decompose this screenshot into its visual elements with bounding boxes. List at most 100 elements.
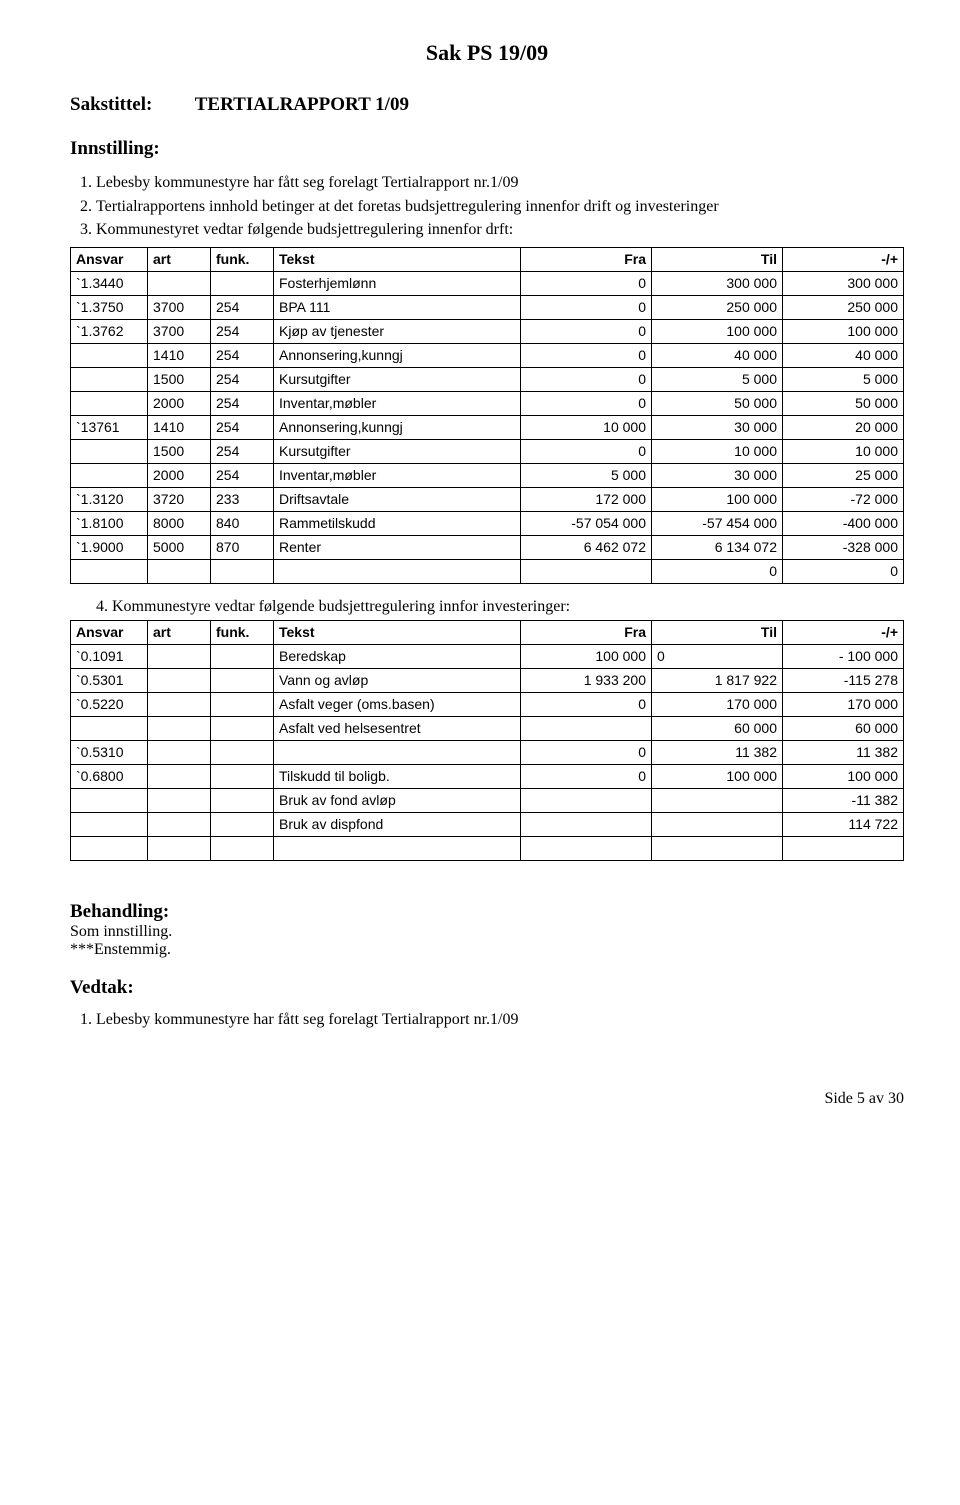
table-cell: 8000: [148, 511, 211, 535]
th-funk: funk.: [211, 620, 274, 644]
table-cell: [71, 559, 148, 583]
table-row: `1.90005000870Renter6 462 0726 134 072-3…: [71, 535, 904, 559]
table-header-row: Ansvar art funk. Tekst Fra Til -/+: [71, 247, 904, 271]
table-cell: [211, 668, 274, 692]
table-row: 2000254Inventar,møbler050 00050 000: [71, 391, 904, 415]
behandling-line: ***Enstemmig.: [70, 941, 904, 959]
th-fra: Fra: [521, 620, 652, 644]
table-row: `0.5220Asfalt veger (oms.basen)0170 0001…: [71, 692, 904, 716]
list-item: Kommunestyret vedtar følgende budsjettre…: [96, 219, 904, 241]
table-cell: 0: [521, 367, 652, 391]
table-cell: 1410: [148, 415, 211, 439]
behandling-line: Som innstilling.: [70, 923, 904, 941]
table-cell: 100 000: [783, 319, 904, 343]
table-cell: 250 000: [652, 295, 783, 319]
table-cell: [274, 740, 521, 764]
table-cell: [521, 559, 652, 583]
table-cell: [211, 644, 274, 668]
table-cell: 233: [211, 487, 274, 511]
sakstittel-value: TERTIALRAPPORT 1/09: [195, 94, 409, 115]
table-cell: 254: [211, 391, 274, 415]
table-cell: -11 382: [783, 788, 904, 812]
table-row: 2000254Inventar,møbler5 00030 00025 000: [71, 463, 904, 487]
table-cell: Inventar,møbler: [274, 463, 521, 487]
table-cell: 170 000: [783, 692, 904, 716]
table-cell: Annonsering,kunngj: [274, 343, 521, 367]
table-cell: [71, 343, 148, 367]
table-cell: Bruk av fond avløp: [274, 788, 521, 812]
table-cell: 25 000: [783, 463, 904, 487]
table-cell: Renter: [274, 535, 521, 559]
table-cell: 10 000: [783, 439, 904, 463]
table-cell: Asfalt ved helsesentret: [274, 716, 521, 740]
table-cell: [652, 812, 783, 836]
table-cell: 3720: [148, 487, 211, 511]
table-cell: -57 054 000: [521, 511, 652, 535]
table-row: `1.31203720233Driftsavtale172 000100 000…: [71, 487, 904, 511]
budget-table-2: Ansvar art funk. Tekst Fra Til -/+ `0.10…: [70, 620, 904, 861]
table-cell: 2000: [148, 391, 211, 415]
table-cell: Vann og avløp: [274, 668, 521, 692]
table-cell: 0: [521, 439, 652, 463]
table-row: [71, 836, 904, 860]
table-row: 1410254Annonsering,kunngj040 00040 000: [71, 343, 904, 367]
th-til: Til: [652, 620, 783, 644]
table-cell: Beredskap: [274, 644, 521, 668]
table-cell: 1500: [148, 439, 211, 463]
table-cell: [71, 391, 148, 415]
table-cell: `0.5301: [71, 668, 148, 692]
table-cell: 0: [521, 271, 652, 295]
table-cell: `1.3750: [71, 295, 148, 319]
table-cell: 254: [211, 319, 274, 343]
table-row: 00: [71, 559, 904, 583]
table-cell: 0: [783, 559, 904, 583]
table-cell: `0.5220: [71, 692, 148, 716]
table-cell: 0: [521, 740, 652, 764]
table-cell: 870: [211, 535, 274, 559]
table-cell: [71, 439, 148, 463]
table-cell: 254: [211, 463, 274, 487]
table-cell: 1410: [148, 343, 211, 367]
table-cell: 20 000: [783, 415, 904, 439]
table-cell: [148, 764, 211, 788]
table-row: Bruk av dispfond114 722: [71, 812, 904, 836]
table-cell: `0.1091: [71, 644, 148, 668]
table-cell: 30 000: [652, 415, 783, 439]
th-ansvar: Ansvar: [71, 247, 148, 271]
th-ansvar: Ansvar: [71, 620, 148, 644]
table-cell: [148, 271, 211, 295]
list-item: Lebesby kommunestyre har fått seg forela…: [96, 172, 904, 194]
table-cell: [211, 788, 274, 812]
table-row: 1500254Kursutgifter010 00010 000: [71, 439, 904, 463]
table-cell: 172 000: [521, 487, 652, 511]
table-cell: Kursutgifter: [274, 439, 521, 463]
table-cell: Annonsering,kunngj: [274, 415, 521, 439]
table-cell: 40 000: [652, 343, 783, 367]
table-cell: [521, 836, 652, 860]
table-cell: -72 000: [783, 487, 904, 511]
table-row: `1.3440Fosterhjemlønn0300 000300 000: [71, 271, 904, 295]
table-cell: [274, 836, 521, 860]
table-row: 1500254Kursutgifter05 0005 000: [71, 367, 904, 391]
table-cell: 170 000: [652, 692, 783, 716]
table-cell: [71, 812, 148, 836]
table-cell: [521, 812, 652, 836]
table-cell: [148, 644, 211, 668]
table-cell: `0.6800: [71, 764, 148, 788]
table-cell: [274, 559, 521, 583]
table-row: `0.1091Beredskap100 0000- 100 000: [71, 644, 904, 668]
table-row: `0.6800Tilskudd til boligb.0100 000100 0…: [71, 764, 904, 788]
sakstittel-label: Sakstittel:: [70, 94, 190, 116]
table-cell: [211, 271, 274, 295]
table-header-row: Ansvar art funk. Tekst Fra Til -/+: [71, 620, 904, 644]
table-cell: 30 000: [652, 463, 783, 487]
list-item: Lebesby kommunestyre har fått seg forela…: [96, 1009, 904, 1031]
table-cell: 254: [211, 439, 274, 463]
table-cell: Kursutgifter: [274, 367, 521, 391]
th-pm: -/+: [783, 620, 904, 644]
table-cell: -400 000: [783, 511, 904, 535]
table-cell: 300 000: [652, 271, 783, 295]
table-cell: 6 462 072: [521, 535, 652, 559]
table-cell: 254: [211, 343, 274, 367]
table-cell: 100 000: [652, 764, 783, 788]
